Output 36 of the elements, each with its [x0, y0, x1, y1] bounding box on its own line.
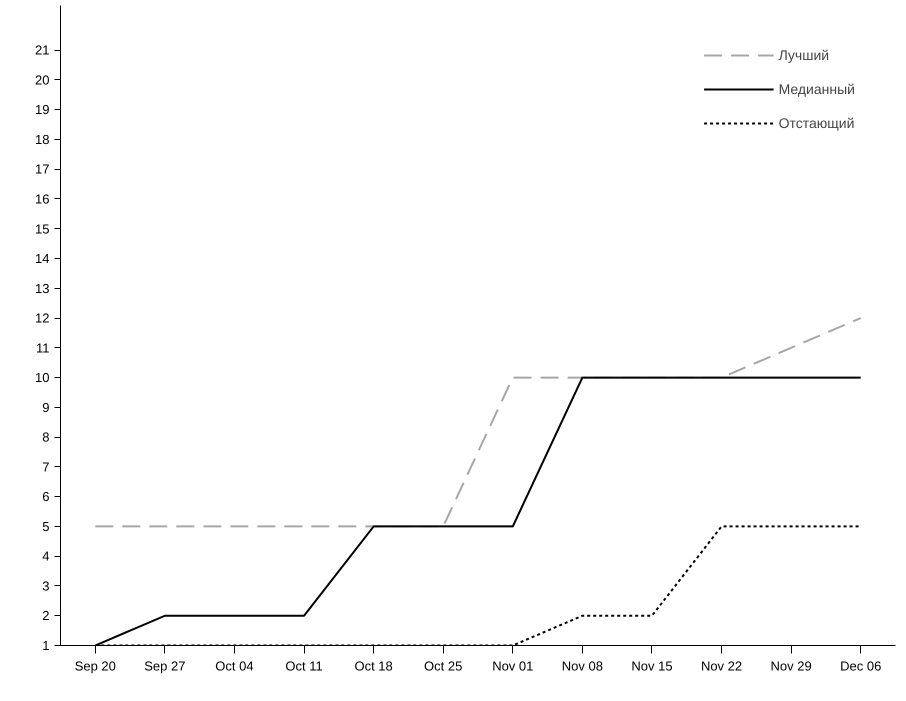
y-tick-label: 19 — [35, 102, 50, 118]
y-tick-label: 7 — [42, 459, 50, 474]
y-tick-label: 15 — [35, 221, 50, 236]
y-tick-label: 20 — [35, 72, 50, 88]
y-tick-label: 10 — [35, 370, 50, 386]
y-tick-label: 14 — [35, 251, 50, 266]
x-tick-label: Nov 22 — [700, 658, 742, 674]
y-tick-label: 6 — [42, 489, 50, 504]
legend-label: Лучший — [778, 47, 830, 63]
y-tick-label: 21 — [35, 42, 50, 58]
y-tick-label: 8 — [42, 430, 50, 445]
x-tick-label: Oct 11 — [285, 658, 323, 674]
x-tick-label: Oct 04 — [215, 658, 254, 674]
x-tick-label: Oct 18 — [354, 658, 393, 674]
y-tick-label: 1 — [42, 638, 50, 653]
y-tick-label: 3 — [42, 578, 50, 594]
x-tick-label: Nov 01 — [492, 658, 534, 674]
y-tick-label: 2 — [42, 608, 50, 624]
x-tick-label: Sep 27 — [144, 658, 186, 674]
x-tick-label: Dec 06 — [840, 658, 882, 674]
x-tick-label: Sep 20 — [74, 658, 116, 674]
legend-label: Медианный — [778, 81, 855, 97]
x-tick-label: Nov 15 — [631, 658, 673, 674]
y-tick-label: 18 — [35, 132, 50, 147]
y-tick-label: 13 — [35, 280, 50, 296]
legend-label: Отстающий — [778, 115, 854, 131]
y-tick-label: 11 — [36, 340, 50, 356]
x-tick-label: Oct 25 — [424, 658, 462, 674]
y-tick-label: 9 — [42, 400, 50, 415]
y-tick-label: 4 — [42, 548, 50, 564]
x-tick-label: Nov 29 — [770, 658, 812, 674]
y-tick-label: 16 — [35, 191, 50, 206]
x-tick-label: Nov 08 — [562, 658, 603, 674]
y-tick-label: 17 — [35, 162, 50, 177]
y-tick-label: 5 — [42, 518, 50, 534]
y-tick-label: 12 — [35, 310, 50, 326]
